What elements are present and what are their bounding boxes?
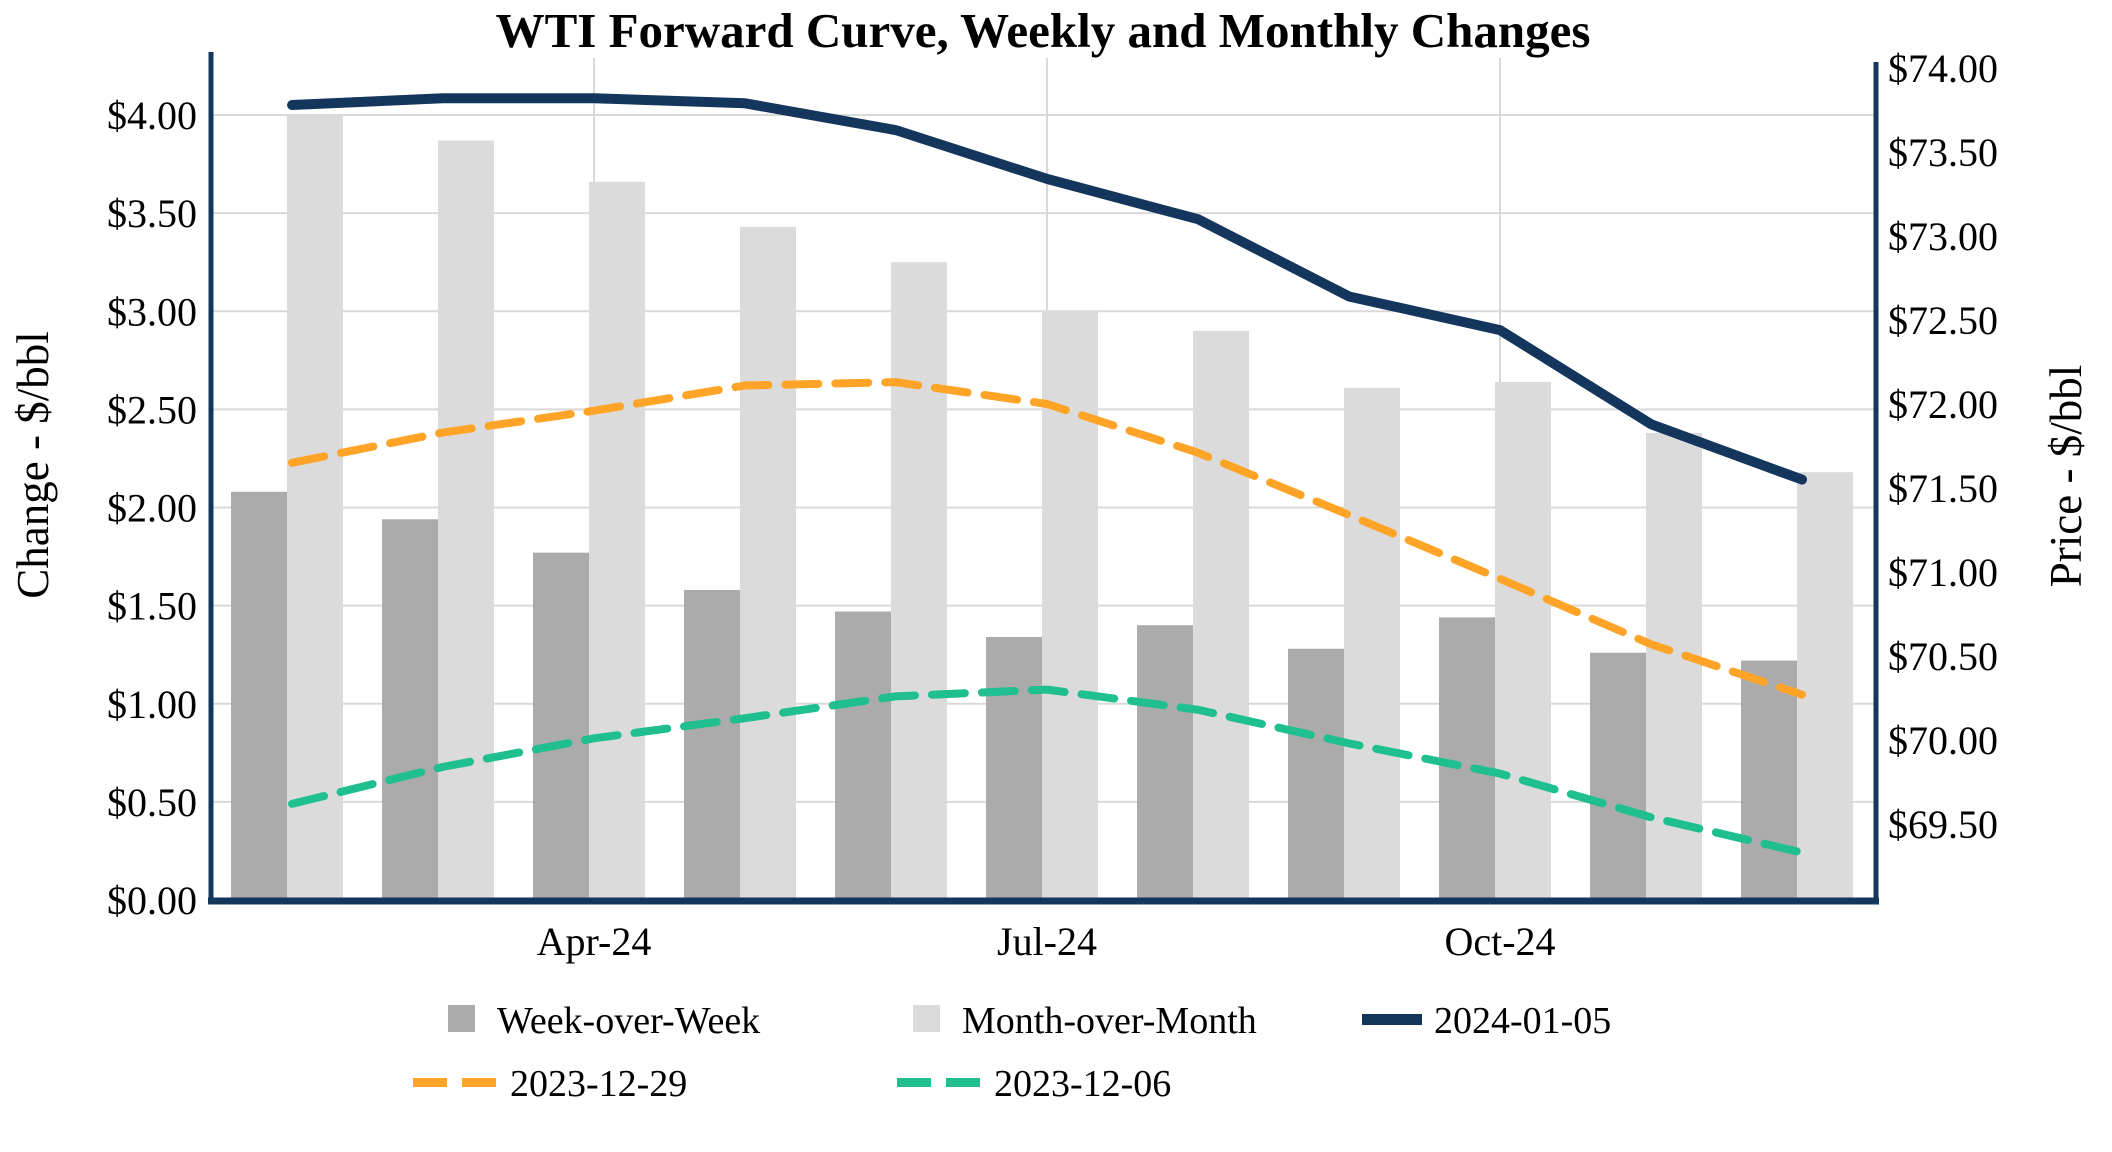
- legend-dash-2023-12-29: [462, 1078, 496, 1087]
- right-axis-tick-label: $71.50: [1888, 466, 1998, 511]
- legend-dash-2023-12-29: [413, 1078, 447, 1087]
- x-axis-tick-label: Oct-24: [1444, 919, 1555, 964]
- bar-week-over-week-Aug-24: [1137, 625, 1193, 900]
- line-2024-01-05: [287, 93, 1807, 485]
- left-axis-tick-label: $2.50: [107, 387, 197, 432]
- left-axis-tick-label: $4.00: [107, 93, 197, 138]
- right-axis-tick-label: $72.50: [1888, 298, 1998, 343]
- bar-month-over-month-May-24: [740, 226, 796, 901]
- legend-label-2024-01-05: 2024-01-05: [1434, 1000, 1612, 1042]
- legend-label-week-over-week: Week-over-Week: [497, 1000, 761, 1042]
- line-2023-12-06: [288, 685, 1806, 857]
- bar-week-over-week-Nov-24: [1590, 652, 1646, 900]
- right-axis-tick-label: $70.00: [1888, 718, 1998, 763]
- legend-line-2024-01-05: [1362, 1014, 1422, 1025]
- bar-month-over-month-Dec-24: [1797, 472, 1853, 900]
- right-axis-tick-label: $74.00: [1888, 46, 1998, 91]
- bar-month-over-month-Apr-24: [589, 181, 645, 901]
- left-axis-tick-label: $0.00: [107, 878, 197, 923]
- bar-week-over-week-Jun-24: [835, 611, 891, 900]
- bar-month-over-month-Mar-24: [438, 140, 494, 900]
- bar-week-over-week-Oct-24: [1439, 617, 1495, 900]
- legend-swatch-month-over-month: [913, 1005, 940, 1032]
- left-axis-tick-label: $1.00: [107, 682, 197, 727]
- right-axis-tick-label: $70.50: [1888, 634, 1998, 679]
- right-axis-tick-label: $71.00: [1888, 550, 1998, 595]
- bar-week-over-week-Jul-24: [986, 637, 1042, 900]
- right-axis-tick-label: $72.00: [1888, 382, 1998, 427]
- right-axis-tick-label: $73.50: [1888, 130, 1998, 175]
- left-axis-tick-label: $3.00: [107, 289, 197, 334]
- bar-week-over-week-Apr-24: [533, 552, 589, 900]
- legend-label-month-over-month: Month-over-Month: [962, 1000, 1257, 1042]
- bar-month-over-month-Jun-24: [891, 262, 947, 900]
- bar-week-over-week-Dec-24: [1741, 660, 1797, 900]
- line-2023-12-29: [288, 378, 1806, 699]
- legend-dash-2023-12-06: [946, 1078, 980, 1087]
- bar-month-over-month-Feb-24: [287, 115, 343, 900]
- bar-week-over-week-Sep-24: [1288, 648, 1344, 900]
- x-axis-tick-label: Apr-24: [537, 919, 652, 964]
- legend-dash-2023-12-06: [897, 1078, 931, 1087]
- left-axis-tick-label: $1.50: [107, 584, 197, 629]
- legend-swatch-week-over-week: [448, 1005, 475, 1032]
- x-axis-tick-label: Jul-24: [997, 919, 1097, 964]
- bar-week-over-week-Feb-24: [231, 491, 287, 900]
- chart-title: WTI Forward Curve, Weekly and Monthly Ch…: [495, 3, 1591, 58]
- right-axis-tick-label: $73.00: [1888, 214, 1998, 259]
- bar-month-over-month-Oct-24: [1495, 381, 1551, 900]
- left-axis-tick-label: $3.50: [107, 191, 197, 236]
- bar-week-over-week-Mar-24: [382, 519, 438, 900]
- bar-week-over-week-May-24: [684, 589, 740, 900]
- left-axis-tick-label: $0.50: [107, 780, 197, 825]
- legend-label-2023-12-06: 2023-12-06: [994, 1063, 1172, 1105]
- bar-month-over-month-Aug-24: [1193, 330, 1249, 900]
- bar-month-over-month-Sep-24: [1344, 387, 1400, 901]
- bar-month-over-month-Jul-24: [1042, 311, 1098, 900]
- left-axis-tick-label: $2.00: [107, 486, 197, 531]
- right-axis-tick-label: $69.50: [1888, 802, 1998, 847]
- legend-label-2023-12-29: 2023-12-29: [510, 1063, 688, 1105]
